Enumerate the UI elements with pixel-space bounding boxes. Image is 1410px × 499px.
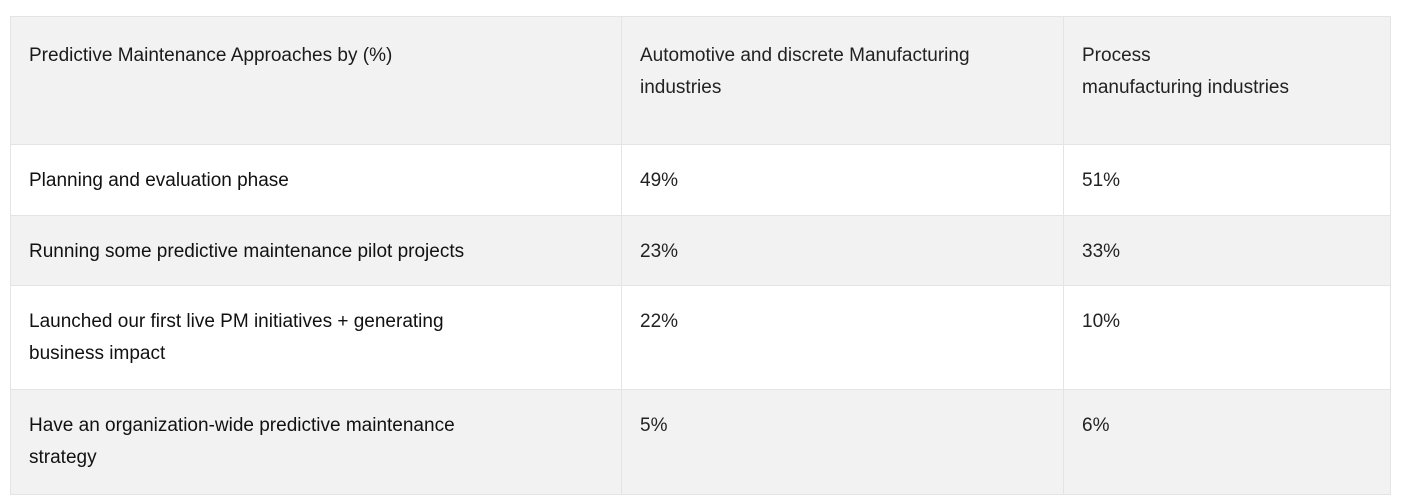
header-approaches: Predictive Maintenance Approaches by (%) bbox=[10, 16, 622, 145]
automotive-value: 5% bbox=[621, 389, 1064, 495]
table-header-row: Predictive Maintenance Approaches by (%)… bbox=[10, 16, 1391, 145]
row-label: Running some predictive maintenance pilo… bbox=[10, 215, 622, 286]
predictive-maintenance-table: Predictive Maintenance Approaches by (%)… bbox=[10, 16, 1391, 495]
automotive-value: 22% bbox=[621, 285, 1064, 390]
table-row: Running some predictive maintenance pilo… bbox=[10, 215, 1391, 286]
process-value: 10% bbox=[1063, 285, 1391, 390]
automotive-value: 49% bbox=[621, 144, 1064, 216]
row-label: Planning and evaluation phase bbox=[10, 144, 622, 216]
header-process-manufacturing: Process manufacturing industries bbox=[1063, 16, 1391, 145]
table-row: Have an organization-wide predictive mai… bbox=[10, 389, 1391, 495]
data-table-container: Predictive Maintenance Approaches by (%)… bbox=[10, 16, 1391, 495]
process-value: 6% bbox=[1063, 389, 1391, 495]
row-label: Launched our first live PM initiatives +… bbox=[10, 285, 622, 390]
automotive-value: 23% bbox=[621, 215, 1064, 286]
header-automotive-discrete: Automotive and discrete Manufacturing in… bbox=[621, 16, 1064, 145]
row-label: Have an organization-wide predictive mai… bbox=[10, 389, 622, 495]
process-value: 33% bbox=[1063, 215, 1391, 286]
process-value: 51% bbox=[1063, 144, 1391, 216]
table-row: Launched our first live PM initiatives +… bbox=[10, 285, 1391, 390]
table-row: Planning and evaluation phase 49% 51% bbox=[10, 144, 1391, 216]
